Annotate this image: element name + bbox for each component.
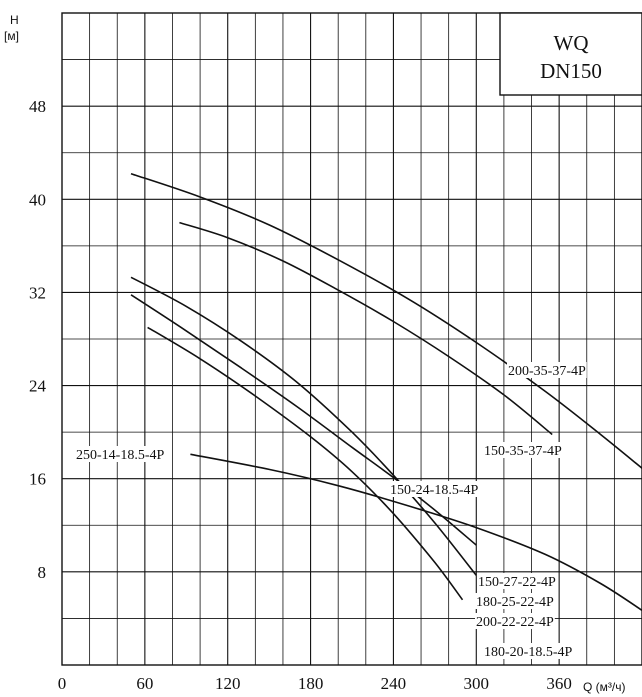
curve-label-200-22-22-4P: 200-22-22-4P — [476, 615, 554, 630]
y-tick-labels: 8 16 24 32 40 48 — [29, 97, 47, 582]
curve-label-150-35-37-4P: 150-35-37-4P — [484, 444, 562, 459]
y-tick-label: 8 — [38, 563, 47, 582]
x-tick-label: 60 — [136, 674, 153, 693]
x-tick-label: 300 — [464, 674, 490, 693]
y-tick-label: 40 — [29, 190, 46, 209]
x-tick-labels: 0 60 120 180 240 300 360 — [58, 674, 572, 693]
y-tick-label: 32 — [29, 283, 46, 302]
curve-labels: 200-35-37-4P 150-35-37-4P 150-24-18.5-4P 15… — [75, 362, 587, 660]
y-tick-label: 24 — [29, 377, 47, 396]
curve-label-background — [75, 446, 166, 462]
curve-label-background — [475, 613, 555, 629]
title-box — [499, 12, 642, 96]
x-axis-label: Q (м³/ч) — [583, 680, 626, 694]
curve-180-25-22-4P — [147, 326, 464, 601]
curve-label-background — [483, 643, 574, 659]
curve-label-150-27-22-4P: 150-27-22-4P — [478, 575, 556, 590]
curve-200-35-37-4P — [130, 172, 642, 469]
grid — [62, 13, 642, 665]
x-tick-label: 180 — [298, 674, 324, 693]
curve-label-background — [507, 362, 587, 378]
x-tick-label: 0 — [58, 674, 67, 693]
y-tick-label: 16 — [29, 470, 46, 489]
curve-250-14-18.5-4P — [190, 453, 642, 611]
curve-label-150-24-18.5-4P: 150-24-18.5-4P — [390, 483, 478, 498]
curve-150-35-37-4P — [179, 221, 553, 436]
curve-label-250-14-18.5-4P: 250-14-18.5-4P — [76, 448, 164, 463]
curves — [130, 172, 642, 611]
curve-label-background — [389, 481, 480, 497]
curve-label-background — [477, 573, 557, 589]
curve-label-200-35-37-4P: 200-35-37-4P — [508, 364, 586, 379]
curve-label-background — [475, 593, 555, 609]
plot-frame — [61, 12, 642, 666]
curve-label-background — [483, 442, 563, 458]
chart-title-line-2: DN150 — [540, 59, 602, 83]
x-tick-label: 360 — [546, 674, 572, 693]
x-tick-label: 240 — [381, 674, 407, 693]
x-tick-label: 120 — [215, 674, 241, 693]
curve-150-24-18.5-4P — [130, 276, 477, 576]
y-axis-label-h: H — [10, 13, 19, 27]
curve-label-180-25-22-4P: 180-25-22-4P — [476, 595, 554, 610]
y-tick-label: 48 — [29, 97, 46, 116]
y-axis-label-unit: [м] — [4, 29, 19, 43]
chart-title-line-1: WQ — [554, 31, 589, 55]
curve-150-27-22-4P — [130, 294, 477, 546]
curve-label-180-20-18.5-4P: 180-20-18.5-4P — [484, 645, 572, 660]
